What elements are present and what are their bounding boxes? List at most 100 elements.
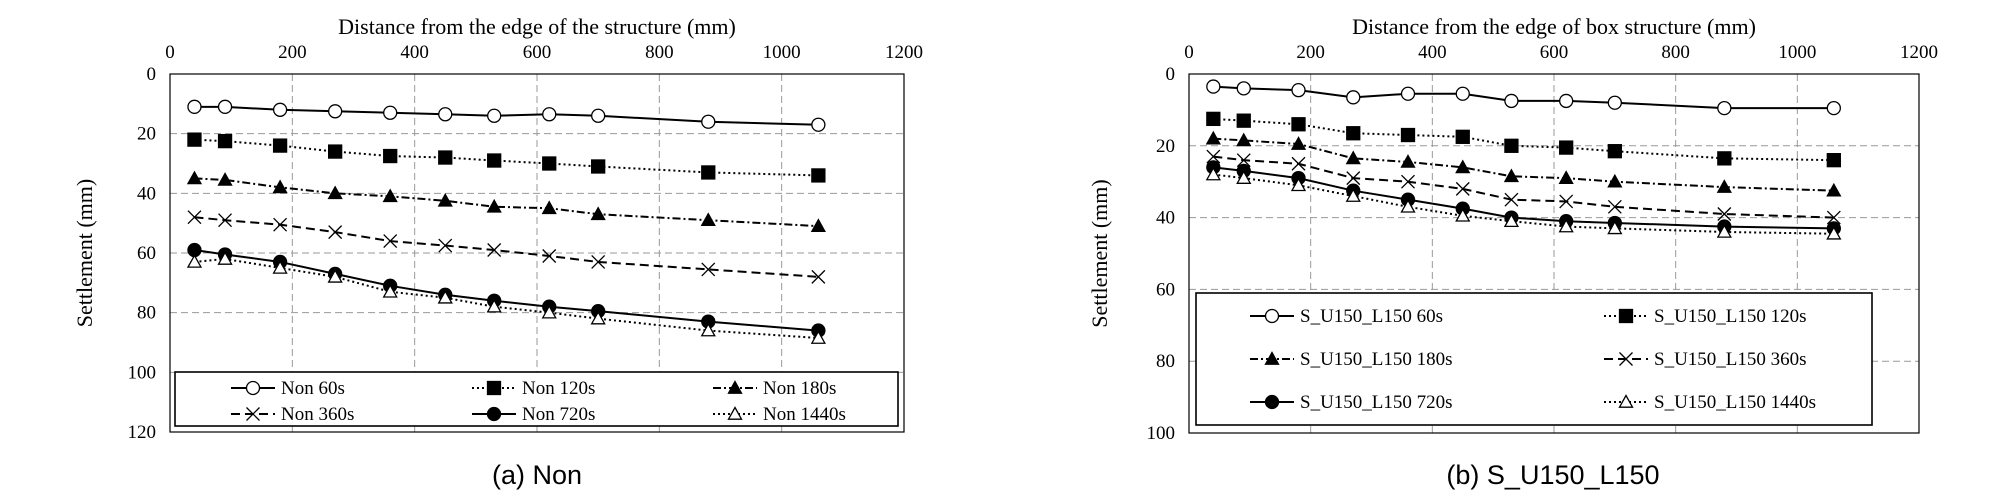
- figure-caption: (b) S_U150_L150: [1446, 460, 1659, 490]
- data-point: [1291, 83, 1306, 98]
- data-point: [487, 108, 502, 123]
- y-tick-label: 40: [137, 183, 156, 204]
- data-point: [186, 254, 203, 268]
- legend-label: S_U150_L150 720s: [1300, 392, 1453, 413]
- data-point: [1346, 171, 1361, 186]
- x-tick-label: 1000: [1778, 42, 1816, 63]
- data-point: [1236, 113, 1251, 128]
- data-point: [327, 104, 343, 119]
- x-tick-label: 600: [523, 42, 552, 63]
- legend-marker: [486, 380, 502, 396]
- data-point: [1826, 182, 1842, 197]
- x-tick-label: 200: [278, 42, 307, 63]
- data-point: [701, 165, 716, 180]
- data-point: [187, 99, 202, 114]
- legend-label: S_U150_L150 180s: [1300, 349, 1453, 370]
- data-point: [542, 249, 557, 263]
- chart-b-s-u150-l150: 0 200 400 600 800 1000 1200 0 20 40 60 80 100 Distanc…: [1087, 14, 1938, 490]
- legend-label: Non 180s: [763, 378, 836, 399]
- data-point: [1236, 153, 1251, 168]
- data-point: [1346, 126, 1361, 141]
- x-tick-label: 1200: [1900, 42, 1938, 63]
- data-point: [1400, 127, 1416, 143]
- data-point: [1401, 174, 1415, 189]
- data-point: [486, 298, 502, 313]
- figure-caption: (a) Non: [492, 460, 582, 490]
- series-line: [1213, 117, 1834, 162]
- data-point: [438, 107, 453, 122]
- data-point: [1716, 179, 1732, 193]
- legend-label: S_U150_L150 360s: [1654, 349, 1807, 370]
- data-point: [1291, 156, 1306, 171]
- data-point: [1206, 149, 1221, 164]
- x-tick-label: 400: [400, 42, 429, 63]
- data-point: [383, 148, 398, 164]
- data-point: [701, 262, 716, 277]
- data-point: [590, 206, 606, 221]
- data-point: [542, 107, 557, 122]
- data-point: [1559, 194, 1574, 209]
- data-point: [1826, 225, 1842, 240]
- data-point: [217, 133, 233, 149]
- x-tick-label: 0: [165, 42, 175, 63]
- y-axis-title: Settlement (mm): [1087, 179, 1112, 327]
- data-point: [810, 330, 826, 344]
- data-point: [1236, 170, 1252, 184]
- data-point: [590, 310, 606, 325]
- data-point: [1504, 138, 1519, 153]
- data-point: [1559, 140, 1574, 155]
- legend-label: Non 360s: [281, 404, 354, 425]
- data-point: [591, 254, 606, 269]
- data-point: [273, 217, 288, 232]
- x-axis-title: Distance from the edge of the structure …: [338, 14, 736, 39]
- data-point: [1607, 144, 1622, 159]
- data-point: [541, 200, 557, 215]
- series-line: [1213, 166, 1834, 230]
- data-point: [1717, 100, 1732, 116]
- legend-label: S_U150_L150 1440s: [1654, 392, 1816, 413]
- y-tick-label: 40: [1156, 208, 1175, 229]
- data-point: [272, 138, 288, 153]
- data-point: [382, 283, 398, 298]
- legend-marker: [246, 407, 260, 421]
- data-point: [700, 212, 716, 227]
- data-point: [700, 322, 716, 337]
- data-point: [1400, 86, 1416, 101]
- legend-label: Non 120s: [522, 378, 595, 399]
- series-line: [1213, 137, 1834, 192]
- data-point: [1345, 188, 1361, 202]
- data-point: [811, 269, 826, 284]
- data-point: [383, 234, 398, 249]
- data-point: [1826, 100, 1841, 116]
- data-point: [382, 188, 398, 203]
- y-tick-label: 80: [137, 303, 156, 324]
- data-point: [1716, 224, 1732, 238]
- series-line: [194, 216, 819, 278]
- data-point: [186, 170, 203, 185]
- data-point: [1345, 150, 1361, 165]
- data-point: [217, 99, 233, 114]
- data-point: [542, 156, 557, 171]
- data-point: [486, 198, 502, 213]
- data-point: [1346, 90, 1361, 105]
- data-point: [328, 225, 343, 240]
- legend-label: S_U150_L150 120s: [1654, 306, 1807, 327]
- data-point: [1206, 79, 1221, 94]
- y-tick-label: 60: [1156, 279, 1175, 300]
- series-line: [1213, 173, 1834, 235]
- data-point: [810, 218, 826, 233]
- y-tick-label: 100: [1147, 423, 1176, 444]
- data-point: [438, 150, 453, 165]
- legend-marker: [1264, 394, 1280, 410]
- legend-label: S_U150_L150 60s: [1300, 306, 1443, 327]
- data-point: [1455, 207, 1471, 222]
- data-point: [1559, 93, 1574, 109]
- data-point: [591, 159, 606, 174]
- data-point: [1504, 192, 1519, 207]
- x-tick-label: 400: [1418, 42, 1447, 63]
- data-point: [811, 168, 826, 183]
- series-line: [194, 138, 819, 177]
- y-tick-label: 0: [1166, 64, 1176, 85]
- legend-marker: [727, 406, 743, 420]
- data-point: [487, 243, 502, 257]
